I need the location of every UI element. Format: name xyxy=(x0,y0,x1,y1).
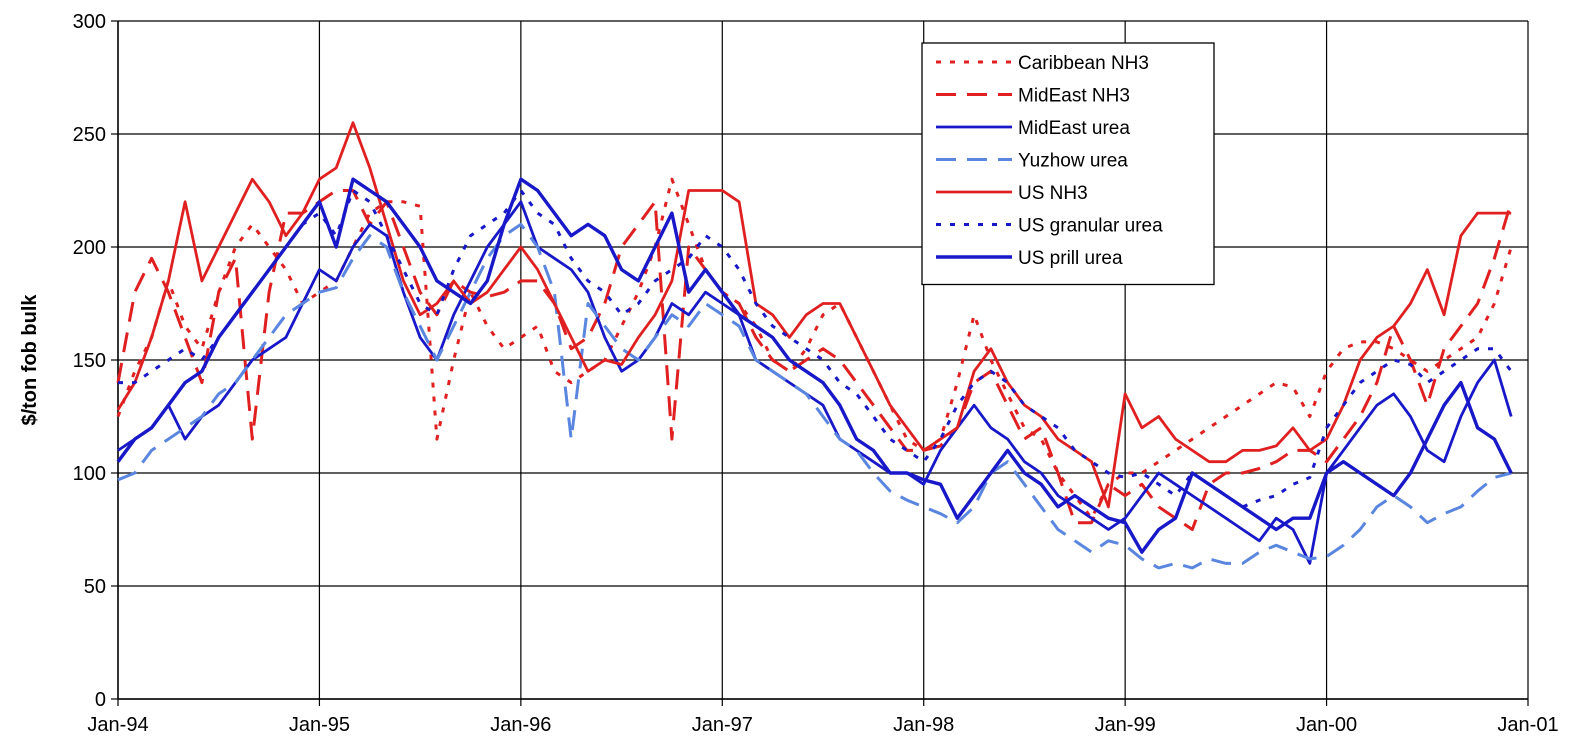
legend-entry-us-granular-urea: US granular urea xyxy=(1018,216,1163,237)
x-tick-label: Jan-00 xyxy=(1296,714,1357,736)
legend-entry-us-nh3: US NH3 xyxy=(1018,183,1088,204)
series-line-mideast-urea xyxy=(117,200,1513,565)
x-tick-label: Jan-95 xyxy=(289,714,350,736)
legend-entry-us-prill-urea: US prill urea xyxy=(1018,248,1123,269)
y-tick-label: 0 xyxy=(95,689,106,711)
legend-entry-yuzhow-urea: Yuzhow urea xyxy=(1018,151,1128,172)
legend-entry-mideast-urea: MidEast urea xyxy=(1018,118,1130,139)
series-line-yuzhow-urea xyxy=(117,222,1512,570)
x-tick-label: Jan-98 xyxy=(893,714,954,736)
y-tick-label: 200 xyxy=(73,237,106,259)
y-tick-label: 300 xyxy=(73,11,106,33)
y-axis-ticks: 0 50 100 150 200 250 300 xyxy=(73,11,106,711)
series-layer xyxy=(116,121,1513,570)
axes xyxy=(111,20,1529,706)
y-tick-label: 100 xyxy=(73,463,106,485)
x-tick-label: Jan-99 xyxy=(1095,714,1156,736)
x-tick-label: Jan-94 xyxy=(87,714,148,736)
y-tick-label: 250 xyxy=(73,124,106,146)
x-tick-label: Jan-97 xyxy=(692,714,753,736)
x-tick-label: Jan-96 xyxy=(490,714,551,736)
x-axis-ticks: Jan-94 Jan-95 Jan-96 Jan-97 Jan-98 Jan-99 Jan-… xyxy=(87,714,1558,736)
y-tick-label: 150 xyxy=(73,350,106,372)
x-tick-label: Jan-01 xyxy=(1497,714,1558,736)
series-line-us-prill-urea xyxy=(116,177,1513,554)
y-tick-label: 50 xyxy=(84,576,106,598)
legend: Caribbean NH3 MidEast NH3 MidEast urea Yuzh… xyxy=(921,42,1215,286)
y-axis-label: $/ton fob bulk xyxy=(19,294,41,426)
series-line-us-nh3 xyxy=(116,121,1512,509)
legend-entry-mideast-nh3: MidEast NH3 xyxy=(1018,86,1130,107)
legend-entry-caribbean-nh3: Caribbean NH3 xyxy=(1018,53,1149,74)
legend-box xyxy=(921,42,1215,286)
